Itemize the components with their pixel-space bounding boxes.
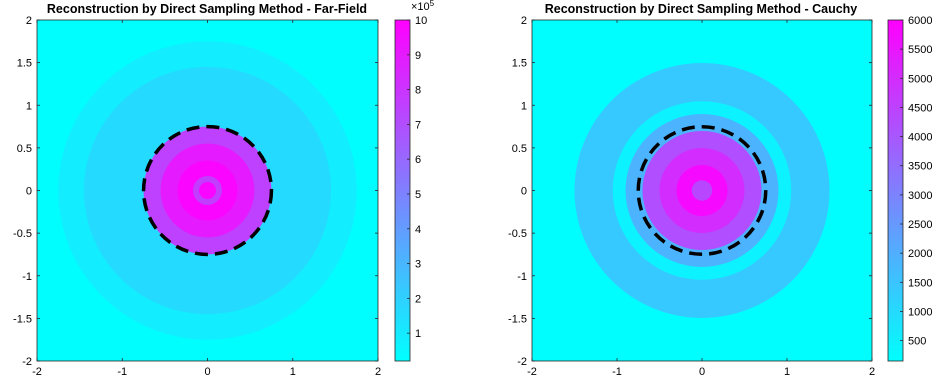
colorbar-tick-label: 4000 — [908, 132, 932, 144]
x-tick-label: 2 — [869, 366, 875, 378]
colorbar-tick-label: 9 — [415, 50, 421, 62]
y-tick-label: -1 — [22, 271, 32, 283]
cauchy-axes: -2 -1 0 1 2 2 1.5 1 0.5 0 -0.5 -1 -1.5 -2 — [508, 15, 875, 378]
y-tick-label: 1 — [521, 100, 527, 112]
colorbar-tick-label: 8 — [415, 85, 421, 97]
y-tick-label: -1.5 — [13, 313, 32, 325]
colorbar-tick-label: 7 — [415, 119, 421, 131]
farfield-panel: Reconstruction by Direct Sampling Method… — [13, 0, 435, 378]
x-tick-label: 0 — [204, 366, 210, 378]
colorbar-tick-label: 4500 — [908, 102, 932, 114]
colorbar-tick-label: 5 — [415, 189, 421, 201]
colorbar-tick-label: 1 — [415, 328, 421, 340]
colorbar-gradient — [887, 19, 904, 362]
colorbar-tick-label: 2000 — [908, 248, 932, 260]
colorbar-tick-label: 500 — [908, 336, 926, 348]
y-tick-label: -1 — [517, 271, 527, 283]
colorbar-tick-label: 2 — [415, 293, 421, 305]
x-tick-label: -1 — [612, 366, 622, 378]
cauchy-colorbar: 6000 5500 5000 4500 4000 3500 3000 2500 2000 1500… — [887, 15, 932, 362]
farfield-colorbar-multiplier: ×105 — [411, 0, 435, 13]
colorbar-tick-label: 5500 — [908, 44, 932, 56]
farfield-plot-area — [37, 20, 378, 361]
x-tick-label: -1 — [117, 366, 127, 378]
y-tick-label: 1 — [26, 100, 32, 112]
true-boundary-dashed-circle — [636, 125, 768, 256]
x-tick-label: 0 — [699, 366, 705, 378]
y-tick-label: -2 — [22, 356, 32, 368]
colorbar-gradient — [394, 19, 411, 362]
colorbar-tick-label: 6000 — [908, 15, 932, 27]
y-tick-label: -0.5 — [508, 228, 527, 240]
farfield-axes: -2 -1 0 1 2 2 1.5 1 0.5 0 -0.5 -1 -1.5 -2 — [13, 15, 381, 378]
cauchy-title: Reconstruction by Direct Sampling Method… — [545, 2, 858, 16]
y-tick-label: 2 — [521, 15, 527, 27]
y-tick-label: 0.5 — [17, 143, 32, 155]
farfield-title: Reconstruction by Direct Sampling Method… — [47, 2, 367, 16]
field-ring-6 — [691, 180, 713, 201]
x-tick-label: 1 — [784, 366, 790, 378]
colorbar-tick-label: 1000 — [908, 306, 932, 318]
x-tick-label: -2 — [527, 366, 537, 378]
x-tick-label: -2 — [32, 366, 42, 378]
x-tick-label: 2 — [375, 366, 381, 378]
y-tick-label: 0 — [26, 186, 32, 198]
y-tick-label: 0 — [521, 186, 527, 198]
colorbar-tick-label: 1500 — [908, 277, 932, 289]
colorbar-tick-label: 2500 — [908, 219, 932, 231]
colorbar-tick-label: 10 — [415, 15, 427, 27]
colorbar-tick-label: 3500 — [908, 161, 932, 173]
y-tick-label: -0.5 — [13, 228, 32, 240]
true-boundary-dashed-circle — [141, 124, 274, 257]
cauchy-panel: Reconstruction by Direct Sampling Method… — [508, 2, 932, 378]
colorbar-tick-label: 6 — [415, 154, 421, 166]
farfield-colorbar: 10 9 8 7 6 5 4 3 2 1 — [394, 15, 427, 362]
y-tick-label: 1.5 — [512, 58, 527, 70]
y-tick-label: 2 — [26, 15, 32, 27]
farfield-colorbar-exponent: 5 — [430, 0, 435, 8]
colorbar-tick-label: 4 — [415, 224, 421, 236]
y-tick-label: 1.5 — [17, 58, 32, 70]
cauchy-plot-area — [532, 20, 872, 361]
y-tick-label: -2 — [517, 356, 527, 368]
colorbar-tick-label: 3 — [415, 259, 421, 271]
x-tick-label: 1 — [290, 366, 296, 378]
field-ring-6 — [198, 181, 217, 200]
colorbar-tick-label: 3000 — [908, 190, 932, 202]
y-tick-label: -1.5 — [508, 313, 527, 325]
y-tick-label: 0.5 — [512, 143, 527, 155]
colorbar-tick-label: 5000 — [908, 73, 932, 85]
